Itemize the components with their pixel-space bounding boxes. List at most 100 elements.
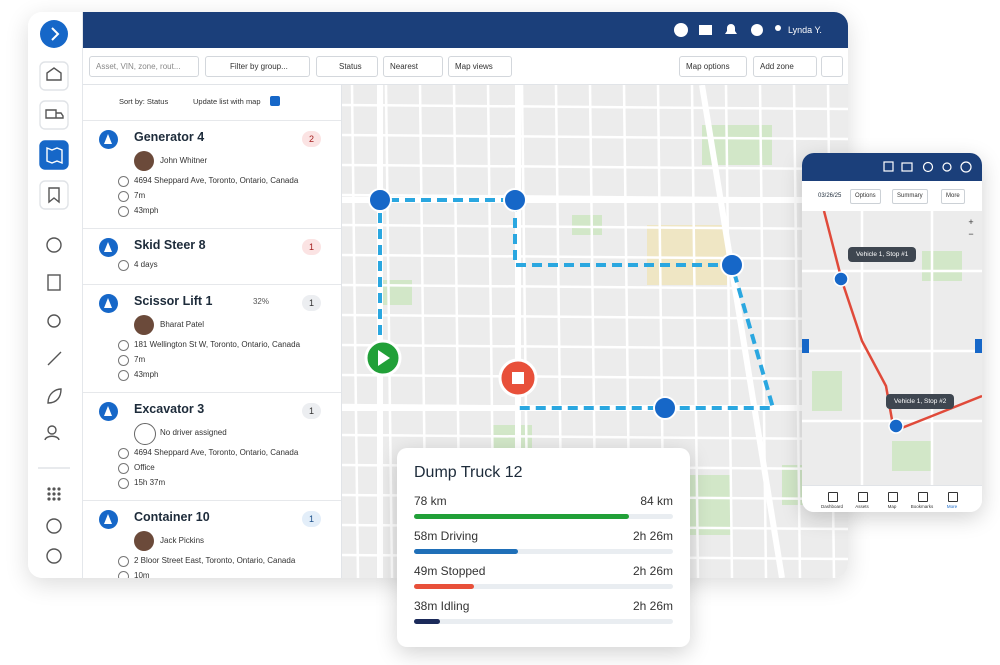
- sort-control[interactable]: Sort by: Status: [119, 97, 169, 106]
- nav-item[interactable]: Assets: [844, 492, 880, 509]
- bell-icon[interactable]: [725, 24, 737, 34]
- nav-bookmarks[interactable]: [39, 180, 69, 210]
- summary-button[interactable]: Summary: [892, 189, 928, 204]
- settings-icon[interactable]: [751, 24, 763, 36]
- trip-row: 49m Stopped 2h 26m: [414, 564, 673, 599]
- duration: 7m: [118, 352, 331, 367]
- progress-track: [414, 619, 673, 624]
- road: [342, 433, 848, 441]
- options-button[interactable]: Options: [850, 189, 881, 204]
- nav-item[interactable]: Map: [874, 492, 910, 509]
- trip-title: Dump Truck 12: [414, 464, 523, 481]
- trip-total: 2h 26m: [632, 599, 673, 613]
- app-window: Lynda Y. Asset, VIN, zone, rout... Filte…: [28, 12, 848, 578]
- road: [342, 253, 848, 261]
- trip-row: 38m Idling 2h 26m: [414, 599, 673, 634]
- road: [342, 223, 848, 231]
- more-button[interactable]: More: [941, 189, 965, 204]
- mobile-toolbar: 03/26/25 Options Summary More: [802, 181, 982, 211]
- alert-badge: 1: [301, 295, 321, 311]
- nav-users[interactable]: [47, 425, 57, 435]
- mobile-app: 03/26/25 Options Summary More + − Vehicl…: [802, 153, 982, 512]
- address: 4694 Sheppard Ave, Toronto, Ontario, Can…: [118, 173, 331, 188]
- asset-name: Excavator 3: [134, 402, 205, 416]
- mail-icon[interactable]: [699, 25, 712, 35]
- search-input[interactable]: Asset, VIN, zone, rout...: [89, 56, 199, 77]
- trip-row: 58m Driving 2h 26m: [414, 529, 673, 564]
- user-menu[interactable]: Lynda Y.: [788, 25, 822, 35]
- nav-checklist[interactable]: [47, 274, 61, 291]
- refresh-button[interactable]: [821, 56, 843, 77]
- driver: No driver assigned: [134, 421, 331, 445]
- nav-settings[interactable]: [46, 548, 62, 564]
- map-views-button[interactable]: Map views: [448, 56, 512, 77]
- trip-value: 58m Driving: [414, 529, 479, 543]
- mobile-nav: Dashboard Assets Map Bookmarks More: [802, 485, 982, 512]
- asset-row[interactable]: Generator 4 2 John Whitner 4694 Sheppard Av…: [83, 120, 341, 228]
- asset-type-icon: [99, 238, 118, 257]
- address: 4694 Sheppard Ave, Toronto, Ontario, Can…: [118, 445, 331, 460]
- nearest-button[interactable]: Nearest: [383, 56, 443, 77]
- nav-map[interactable]: [39, 140, 69, 170]
- mobile-header: [802, 153, 982, 181]
- asset-name: Scissor Lift 1: [134, 294, 213, 308]
- speed: 43mph: [118, 367, 331, 382]
- nav-item[interactable]: More: [934, 492, 970, 509]
- trip-value: 49m Stopped: [414, 564, 486, 578]
- nav-globe[interactable]: [46, 237, 62, 253]
- nav-help[interactable]: [46, 518, 62, 534]
- road: [342, 103, 848, 111]
- zoom-in[interactable]: +: [968, 217, 974, 227]
- alert-badge: 1: [301, 511, 321, 527]
- date[interactable]: 03/26/25: [818, 193, 842, 199]
- progress-fill: [414, 549, 518, 554]
- asset-row[interactable]: Container 10 1 Jack Pickins 2 Bloor Street …: [83, 500, 341, 578]
- asset-type-icon: [99, 294, 118, 313]
- duration: 7m: [118, 188, 331, 203]
- nav-home[interactable]: [39, 61, 69, 91]
- expand-button[interactable]: [40, 20, 68, 48]
- map-options-button[interactable]: Map options: [679, 56, 747, 77]
- status-button[interactable]: Status: [316, 56, 378, 77]
- asset-list: Sort by: Status Update list with map Gen…: [83, 85, 342, 578]
- nav-eco[interactable]: [47, 388, 62, 404]
- update-checkbox[interactable]: [270, 96, 280, 106]
- nav-assets[interactable]: [39, 100, 69, 130]
- road: [342, 283, 848, 291]
- asset-row[interactable]: Excavator 3 1 No driver assigned 4694 Shepp…: [83, 392, 341, 500]
- trip-total: 2h 26m: [632, 564, 673, 578]
- list-header: Sort by: Status Update list with map: [83, 85, 341, 120]
- stop-label: Vehicle 1, Stop #1: [848, 247, 917, 262]
- add-zone-button[interactable]: Add zone: [753, 56, 817, 77]
- address: 181 Wellington St W, Toronto, Ontario, C…: [118, 337, 331, 352]
- filter-button[interactable]: Filter by group...: [205, 56, 310, 77]
- help-icon[interactable]: [674, 23, 688, 37]
- nav-tools[interactable]: [47, 351, 62, 366]
- trip-total: 2h 26m: [632, 529, 673, 543]
- zoom-out[interactable]: −: [968, 229, 974, 239]
- progress-fill: [414, 619, 440, 624]
- trip-value: 78 km: [414, 494, 447, 508]
- road: [792, 85, 802, 578]
- nav-item[interactable]: Bookmarks: [904, 492, 940, 509]
- asset-row[interactable]: Skid Steer 8 1 4 days: [83, 228, 341, 284]
- driver: John Whitner: [134, 149, 331, 173]
- duration: 15h 37m: [118, 475, 331, 490]
- nav-apps[interactable]: [47, 487, 61, 501]
- asset-type-icon: [99, 130, 118, 149]
- top-bar: Lynda Y.: [83, 12, 848, 48]
- trip-row: 78 km 84 km: [414, 494, 673, 529]
- nav-item[interactable]: Dashboard: [814, 492, 850, 509]
- asset-name: Container 10: [134, 510, 210, 524]
- road: [342, 343, 848, 351]
- asset-row[interactable]: Scissor Lift 1 1 32% Bharat Patel 181 Wellin…: [83, 284, 341, 392]
- mobile-map: + − Vehicle 1, Stop #1 Vehicle 1, Stop #2: [802, 211, 982, 485]
- nav-integrations[interactable]: [47, 314, 61, 328]
- update-label: Update list with map: [193, 97, 261, 106]
- asset-type-icon: [99, 402, 118, 421]
- speed: 43mph: [118, 203, 331, 218]
- road: [342, 373, 848, 381]
- battery-level: 32%: [252, 297, 269, 306]
- stop-label: Vehicle 1, Stop #2: [886, 394, 955, 409]
